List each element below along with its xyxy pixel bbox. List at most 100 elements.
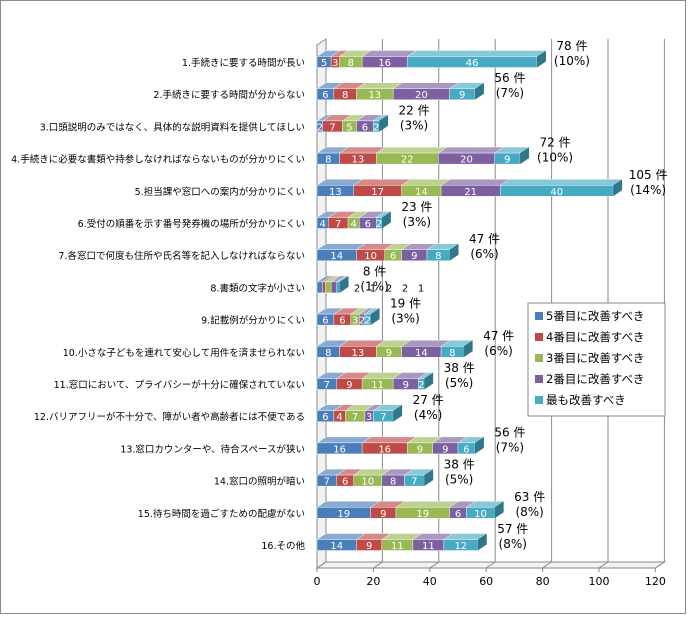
bar-segment-top <box>316 501 381 508</box>
total-label: 47 件 <box>469 232 500 246</box>
percent-label: (5%) <box>445 473 473 487</box>
data-label: 2 <box>365 316 371 327</box>
bar-segment-top <box>375 146 448 154</box>
bar-segment-front <box>316 281 323 294</box>
data-label: 20 <box>460 155 473 166</box>
data-label: 22 <box>401 155 414 166</box>
data-label: 16 <box>333 444 346 455</box>
legend-item: 4番目に改善すべき <box>535 330 645 344</box>
data-label: 7 <box>380 412 386 423</box>
floor-grid <box>485 561 496 569</box>
legend-swatch <box>535 312 543 320</box>
total-label: 38 件 <box>444 361 475 375</box>
data-label: 7 <box>352 412 358 423</box>
total-label: 56 件 <box>494 71 525 85</box>
bar-segment <box>443 533 488 551</box>
bar-side <box>520 147 530 165</box>
total-label: 56 件 <box>494 425 525 439</box>
bar-segment <box>440 179 510 197</box>
legend: 5番目に改善すべき 4番目に改善すべき 3番目に改善すべき 2番目に改善すべき最も改善… <box>527 302 666 417</box>
data-label: 10 <box>361 477 374 488</box>
data-label: 9 <box>459 90 465 101</box>
data-label: 14 <box>330 541 343 552</box>
category-label: 14.窓口の照明が暗い <box>214 476 305 488</box>
total-label: 19 件 <box>390 297 421 311</box>
category-label: 3.口頭説明のみではなく、具体的な説明資料を提供してほしい <box>40 121 305 133</box>
x-tick-label: 40 <box>423 575 437 588</box>
bar-segment <box>381 468 415 487</box>
floor-grid <box>598 561 609 569</box>
data-label: 4 <box>319 219 325 230</box>
data-label: 6 <box>322 90 328 101</box>
data-label: 2 <box>402 283 408 294</box>
total-label: 22 件 <box>398 103 429 117</box>
bar-side <box>494 501 504 519</box>
data-label: 8 <box>435 251 441 262</box>
data-label: 19 <box>337 509 350 520</box>
bar-segment <box>372 404 403 422</box>
legend-label: 2番目に改善すべき <box>546 372 645 386</box>
bar-segment-top <box>499 179 623 186</box>
bar-segment-top <box>361 50 417 57</box>
bar-segment-top <box>361 436 417 444</box>
data-label: 20 <box>415 90 428 101</box>
data-label: 8 <box>325 155 331 166</box>
category-label: 10.小さな子どもを連れて安心して用件を済ませられない <box>63 347 305 359</box>
data-label: 6 <box>362 122 368 133</box>
percent-label: (5%) <box>445 376 473 390</box>
x-tick-label: 0 <box>314 575 321 588</box>
data-label: 9 <box>442 444 448 455</box>
category-label: 15.待ち時間を過ごすための配慮がない <box>138 508 305 520</box>
data-label: 1 <box>370 283 376 294</box>
percent-label: (3%) <box>400 118 428 132</box>
category-label: 9.記載例が分かりにくい <box>201 315 305 327</box>
data-label: 9 <box>386 348 392 359</box>
bar-segment-front <box>322 281 326 294</box>
bar-segment-top <box>406 50 547 57</box>
bar-segment-front <box>407 56 538 68</box>
data-label: 8 <box>449 348 455 359</box>
bar-segment <box>448 82 485 100</box>
x-tick-label: 20 <box>366 575 380 588</box>
data-label: 3 <box>352 316 358 327</box>
x-tick-label: 60 <box>479 575 493 588</box>
data-label: 21 <box>464 187 477 198</box>
total-label: 27 件 <box>413 393 444 407</box>
percent-label: (3%) <box>403 215 431 229</box>
data-label: 6 <box>339 316 345 327</box>
category-label: 7.各窓口で何度も住所や氏名等を記入しなければならない <box>58 250 305 262</box>
data-label: 17 <box>371 187 384 198</box>
x-tick-label: 80 <box>536 575 550 588</box>
bar-segment-top <box>437 146 505 154</box>
data-label: 2 <box>373 122 379 133</box>
bar-side <box>474 436 484 454</box>
bar-side <box>379 114 389 132</box>
bar-segment <box>316 533 367 551</box>
percent-label: (14%) <box>630 183 666 197</box>
bar-segment-top <box>440 179 510 186</box>
total-label: 47 件 <box>483 329 514 343</box>
floor-grid <box>429 561 440 569</box>
total-label: 38 件 <box>444 458 475 472</box>
category-label: 1.手続きに要する時間が長い <box>182 57 305 69</box>
legend-label: 5番目に改善すべき <box>546 309 645 323</box>
data-label: 8 <box>325 348 331 359</box>
legend-item: 最も改善すべき <box>535 393 626 407</box>
percent-label: (8%) <box>515 505 543 519</box>
legend-label: 最も改善すべき <box>546 393 626 407</box>
data-label: 14 <box>415 348 428 359</box>
percent-label: (10%) <box>537 151 573 165</box>
percent-label: (6%) <box>470 247 498 261</box>
bar-side <box>477 533 487 551</box>
data-label: 6 <box>342 477 348 488</box>
data-label: 4 <box>336 412 342 423</box>
floor-grid <box>373 561 383 569</box>
data-label: 13 <box>352 348 365 359</box>
data-label: 9 <box>380 509 386 520</box>
data-label: 8 <box>342 90 348 101</box>
category-label: 13.窓口カウンターや、待合スペースが狭い <box>120 443 305 455</box>
bar-side <box>339 275 349 293</box>
data-label: 14 <box>330 251 343 262</box>
